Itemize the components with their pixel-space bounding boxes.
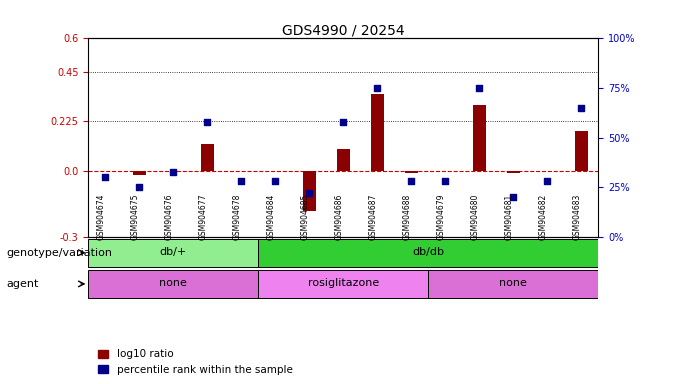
- Point: [338, 119, 349, 125]
- Text: db/+: db/+: [160, 247, 187, 257]
- Point: [202, 119, 213, 125]
- Text: GSM904678: GSM904678: [233, 193, 241, 240]
- Bar: [507, 171, 520, 173]
- Text: GSM904684: GSM904684: [267, 193, 275, 240]
- Text: GSM904685: GSM904685: [301, 193, 309, 240]
- Point: [406, 179, 417, 185]
- Point: [134, 184, 145, 190]
- Bar: [405, 171, 418, 173]
- FancyBboxPatch shape: [88, 238, 258, 267]
- Text: GSM904688: GSM904688: [403, 193, 411, 240]
- Bar: [371, 94, 384, 171]
- Point: [236, 179, 247, 185]
- Text: genotype/variation: genotype/variation: [7, 248, 113, 258]
- Text: agent: agent: [7, 279, 39, 289]
- Bar: [133, 171, 146, 175]
- Text: GSM904686: GSM904686: [335, 193, 343, 240]
- FancyBboxPatch shape: [258, 270, 428, 298]
- Text: GSM904687: GSM904687: [369, 193, 377, 240]
- FancyBboxPatch shape: [88, 270, 258, 298]
- Text: GSM904675: GSM904675: [131, 193, 139, 240]
- Text: GSM904681: GSM904681: [505, 193, 513, 240]
- Point: [372, 85, 383, 91]
- Text: db/db: db/db: [412, 247, 445, 257]
- Point: [270, 179, 281, 185]
- Point: [440, 179, 451, 185]
- Text: GSM904674: GSM904674: [97, 193, 105, 240]
- FancyBboxPatch shape: [428, 270, 598, 298]
- Bar: [303, 171, 316, 210]
- Bar: [201, 144, 214, 171]
- Bar: [473, 104, 486, 171]
- Point: [100, 174, 111, 180]
- Text: GSM904679: GSM904679: [437, 193, 445, 240]
- Text: GSM904677: GSM904677: [199, 193, 207, 240]
- Text: GSM904682: GSM904682: [539, 193, 547, 240]
- Text: GSM904680: GSM904680: [471, 193, 479, 240]
- Point: [304, 190, 315, 197]
- Title: GDS4990 / 20254: GDS4990 / 20254: [282, 23, 405, 37]
- Text: none: none: [160, 278, 187, 288]
- Text: rosiglitazone: rosiglitazone: [308, 278, 379, 288]
- Text: GSM904683: GSM904683: [573, 193, 581, 240]
- Bar: [337, 149, 350, 171]
- Text: GSM904676: GSM904676: [165, 193, 173, 240]
- FancyBboxPatch shape: [258, 238, 598, 267]
- Legend: log10 ratio, percentile rank within the sample: log10 ratio, percentile rank within the …: [94, 345, 296, 379]
- Point: [576, 105, 587, 111]
- Bar: [575, 131, 588, 171]
- Text: none: none: [500, 278, 527, 288]
- Point: [168, 169, 179, 175]
- Point: [474, 85, 485, 91]
- Point: [508, 194, 519, 200]
- Point: [542, 179, 553, 185]
